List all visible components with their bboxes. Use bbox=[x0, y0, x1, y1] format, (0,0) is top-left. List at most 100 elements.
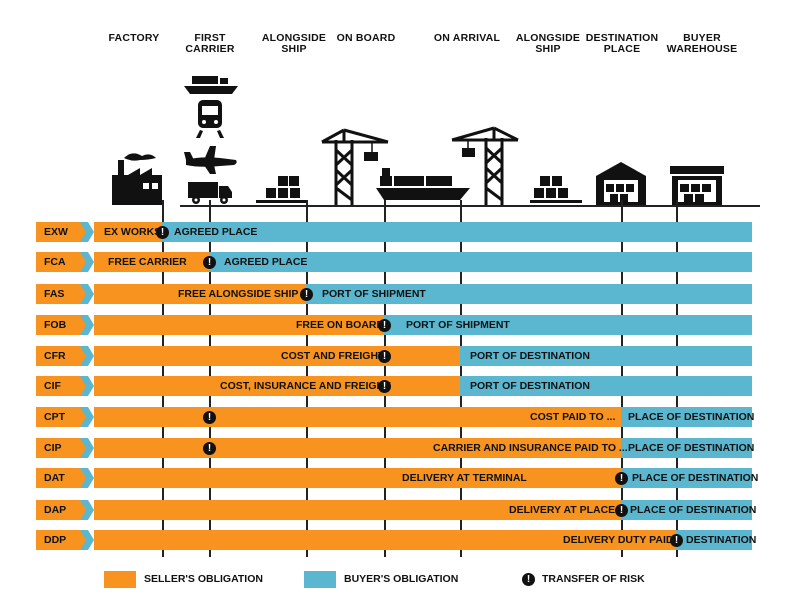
chevron-right-icon bbox=[80, 407, 94, 427]
chevron-right-icon bbox=[80, 376, 94, 396]
buyer-obligation-text: AGREED PLACE bbox=[224, 256, 308, 268]
seller-obligation-bar bbox=[94, 407, 621, 427]
chevron-right-icon bbox=[80, 438, 94, 458]
seller-obligation-text: FREE ON BOARD bbox=[296, 319, 385, 331]
chevron-right-icon bbox=[80, 252, 94, 272]
seller-obligation-bar bbox=[94, 252, 209, 272]
legend-seller-label: SELLER'S OBLIGATION bbox=[144, 573, 263, 585]
stage-label-destination-place: DESTINATION PLACE bbox=[585, 32, 659, 55]
buyer-obligation-bar bbox=[460, 346, 752, 366]
chevron-right-icon bbox=[80, 284, 94, 304]
pallet-icon bbox=[530, 176, 582, 203]
buyer-obligation-bar bbox=[621, 407, 752, 427]
ground-line bbox=[180, 205, 760, 207]
warehouse-icon bbox=[670, 166, 724, 205]
stage-label-buyer-warehouse: BUYER WAREHOUSE bbox=[666, 32, 738, 55]
term-label: DDP bbox=[36, 530, 86, 550]
chevron-right-icon bbox=[80, 468, 94, 488]
transfer-of-risk-icon: ! bbox=[378, 350, 391, 363]
seller-obligation-text: CARRIER AND INSURANCE PAID TO ... bbox=[433, 442, 628, 454]
chevron-right-icon bbox=[80, 530, 94, 550]
term-label: FCA bbox=[36, 252, 86, 272]
seller-obligation-text: COST, INSURANCE AND FREIGHT bbox=[220, 380, 391, 392]
buyer-obligation-text: DESTINATION bbox=[686, 534, 757, 546]
seller-obligation-text: COST PAID TO ... bbox=[530, 411, 616, 423]
seller-obligation-bar bbox=[94, 284, 306, 304]
buyer-obligation-text: AGREED PLACE bbox=[174, 226, 258, 238]
chevron-right-icon bbox=[80, 500, 94, 520]
term-label: FAS bbox=[36, 284, 86, 304]
stage-label-factory: FACTORY bbox=[108, 32, 160, 44]
truck-icon bbox=[188, 182, 232, 204]
buyer-obligation-text: PORT OF SHIPMENT bbox=[322, 288, 426, 300]
transfer-of-risk-icon: ! bbox=[203, 256, 216, 269]
chevron-right-icon bbox=[80, 346, 94, 366]
seller-obligation-text: FREE CARRIER bbox=[108, 256, 187, 268]
legend-buyer-swatch bbox=[304, 571, 336, 588]
transfer-of-risk-icon: ! bbox=[615, 504, 628, 517]
transfer-of-risk-icon: ! bbox=[378, 319, 391, 332]
factory-icon bbox=[112, 153, 162, 205]
buyer-obligation-bar bbox=[621, 468, 752, 488]
buyer-obligation-bar bbox=[676, 530, 752, 550]
legend-risk-label: TRANSFER OF RISK bbox=[542, 573, 645, 585]
buyer-obligation-bar bbox=[621, 438, 752, 458]
transfer-of-risk-icon: ! bbox=[203, 442, 216, 455]
term-label: EXW bbox=[36, 222, 86, 242]
transfer-of-risk-icon: ! bbox=[615, 472, 628, 485]
seller-obligation-bar bbox=[94, 468, 621, 488]
stage-label-first-carrier: FIRST CARRIER bbox=[185, 32, 235, 55]
legend-buyer-label: BUYER'S OBLIGATION bbox=[344, 573, 459, 585]
seller-obligation-bar bbox=[94, 500, 621, 520]
buyer-obligation-bar bbox=[460, 376, 752, 396]
buyer-obligation-text: PLACE OF DESTINATION bbox=[630, 504, 757, 516]
buyer-obligation-bar bbox=[209, 252, 752, 272]
term-label: CPT bbox=[36, 407, 86, 427]
chevron-right-icon bbox=[80, 222, 94, 242]
chevron-right-icon bbox=[80, 315, 94, 335]
pallet-icon bbox=[256, 176, 308, 203]
term-label: CIF bbox=[36, 376, 86, 396]
term-label: CIP bbox=[36, 438, 86, 458]
crane-icon bbox=[321, 128, 389, 205]
seller-obligation-bar bbox=[94, 530, 676, 550]
transfer-of-risk-icon: ! bbox=[378, 380, 391, 393]
ship-icon bbox=[184, 76, 238, 94]
seller-obligation-bar bbox=[94, 315, 384, 335]
seller-obligation-text: DELIVERY AT PLACE bbox=[509, 504, 616, 516]
seller-obligation-bar bbox=[94, 346, 460, 366]
seller-obligation-text: EX WORKS bbox=[104, 226, 162, 238]
term-label: DAP bbox=[36, 500, 86, 520]
transfer-of-risk-icon: ! bbox=[300, 288, 313, 301]
stage-label-alongside-ship-origin: ALONGSIDE SHIP bbox=[261, 32, 327, 55]
transfer-of-risk-icon: ! bbox=[670, 534, 683, 547]
stage-label-on-board: ON BOARD bbox=[336, 32, 396, 44]
legend-seller-swatch bbox=[104, 571, 136, 588]
buyer-obligation-bar bbox=[162, 222, 752, 242]
term-label: FOB bbox=[36, 315, 86, 335]
buyer-obligation-text: PORT OF DESTINATION bbox=[470, 350, 590, 362]
buyer-obligation-bar bbox=[621, 500, 752, 520]
seller-obligation-text: FREE ALONGSIDE SHIP bbox=[178, 288, 299, 300]
container-ship-icon bbox=[376, 168, 470, 200]
buyer-obligation-bar bbox=[306, 284, 752, 304]
buyer-obligation-bar bbox=[384, 315, 752, 335]
stage-label-alongside-ship-destination: ALONGSIDE SHIP bbox=[515, 32, 581, 55]
transport-illustrations bbox=[112, 76, 724, 205]
buyer-obligation-text: PLACE OF DESTINATION bbox=[632, 472, 759, 484]
buyer-obligation-text: PORT OF DESTINATION bbox=[470, 380, 590, 392]
term-label: DAT bbox=[36, 468, 86, 488]
seller-obligation-text: COST AND FREIGHT bbox=[281, 350, 385, 362]
buyer-obligation-text: PLACE OF DESTINATION bbox=[628, 442, 755, 454]
seller-obligation-text: DELIVERY AT TERMINAL bbox=[402, 472, 527, 484]
term-label: CFR bbox=[36, 346, 86, 366]
seller-obligation-text: DELIVERY DUTY PAID bbox=[563, 534, 674, 546]
plane-icon bbox=[184, 146, 237, 174]
buyer-obligation-text: PORT OF SHIPMENT bbox=[406, 319, 510, 331]
train-icon bbox=[196, 100, 224, 138]
crane-icon bbox=[451, 126, 519, 205]
legend-risk-icon: ! bbox=[522, 573, 535, 586]
stage-label-on-arrival: ON ARRIVAL bbox=[433, 32, 501, 44]
transfer-of-risk-icon: ! bbox=[203, 411, 216, 424]
transfer-of-risk-icon: ! bbox=[156, 226, 169, 239]
